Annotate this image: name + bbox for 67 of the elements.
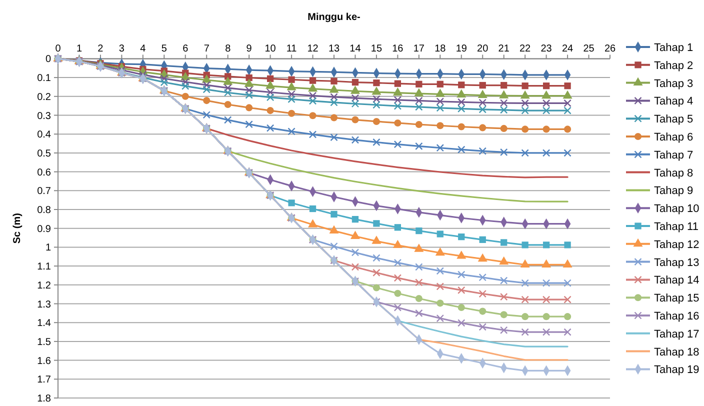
y-tick-label: 1.5 [37, 336, 52, 348]
legend-label: Tahap 10 [654, 203, 700, 216]
y-tick-label: 1.1 [37, 262, 52, 273]
legend-label: Tahap 17 [654, 328, 700, 340]
x-tick-label: 25 [583, 44, 595, 55]
x-tick-label: 1 [76, 44, 82, 55]
x-tick-label: 16 [392, 44, 404, 55]
y-tick-label: 1.8 [37, 394, 52, 404]
x-tick-label: 15 [370, 44, 382, 55]
x-tick-label: 2 [98, 44, 104, 55]
y-tick-label: 0.3 [37, 110, 52, 122]
y-tick-label: 0.4 [37, 130, 52, 141]
legend-label: Tahap 1 [654, 42, 694, 54]
x-tick-label: 23 [540, 44, 552, 55]
legend-label: Tahap 15 [654, 292, 700, 305]
legend-label: Tahap 14 [654, 274, 700, 287]
x-tick-label: 8 [225, 44, 232, 55]
legend-label: Tahap 8 [654, 167, 694, 180]
y-tick-label: 1.6 [37, 356, 52, 367]
x-tick-label: 13 [328, 44, 340, 55]
legend-label: Tahap 12 [654, 238, 700, 251]
y-axis-title: Sc (m) [12, 213, 23, 244]
legend-label: Tahap 9 [654, 185, 694, 198]
y-tick-label: 0.5 [37, 148, 52, 160]
y-tick-label: 0 [45, 54, 52, 66]
x-tick-label: 14 [350, 44, 362, 55]
legend-label: Tahap 6 [654, 132, 694, 144]
x-tick-label: 22 [520, 44, 532, 55]
x-tick-label: 9 [246, 44, 252, 55]
y-tick-label: 1.7 [37, 374, 52, 386]
x-tick-label: 11 [286, 44, 298, 55]
x-tick-label: 17 [413, 44, 425, 55]
legend-label: Tahap 19 [654, 364, 700, 376]
legend-label: Tahap 5 [654, 114, 694, 126]
x-tick-label: 24 [562, 44, 574, 55]
x-tick-label: 10 [264, 44, 276, 55]
x-tick-label: 18 [434, 44, 446, 55]
y-tick-label: 1.3 [37, 299, 52, 310]
y-tick-label: 0.9 [37, 224, 52, 235]
x-tick-label: 7 [204, 44, 210, 55]
legend-label: Tahap 7 [654, 149, 694, 162]
y-tick-label: 0.8 [37, 205, 52, 216]
legend-label: Tahap 3 [654, 78, 694, 90]
x-tick-label: 5 [161, 44, 168, 55]
y-tick-label: 1 [45, 242, 52, 254]
legend-label: Tahap 18 [654, 346, 700, 358]
y-tick-label: 1.4 [37, 318, 52, 330]
x-tick-label: 20 [477, 44, 489, 55]
x-tick-label: 19 [456, 44, 468, 55]
x-tick-label: 21 [498, 44, 510, 55]
x-tick-label: 12 [307, 44, 319, 55]
y-tick-label: 1.2 [37, 280, 52, 292]
x-tick-label: 3 [118, 44, 125, 55]
y-tick-label: 0.2 [37, 92, 52, 103]
x-tick-label: 6 [182, 44, 189, 55]
y-tick-label: 0.7 [37, 186, 52, 198]
x-tick-label: 4 [140, 44, 146, 55]
x-tick-label: 0 [55, 44, 62, 55]
x-tick-label: 26 [604, 44, 616, 55]
legend-label: Tahap 13 [654, 256, 700, 269]
legend-label: Tahap 11 [654, 221, 698, 233]
y-tick-label: 0.6 [37, 167, 52, 178]
legend-label: Tahap 4 [654, 96, 694, 108]
legend-label: Tahap 16 [654, 310, 700, 322]
y-tick-label: 0.1 [37, 73, 52, 84]
legend-label: Tahap 2 [654, 60, 694, 72]
x-axis-title: Minggu ke- [308, 12, 360, 23]
